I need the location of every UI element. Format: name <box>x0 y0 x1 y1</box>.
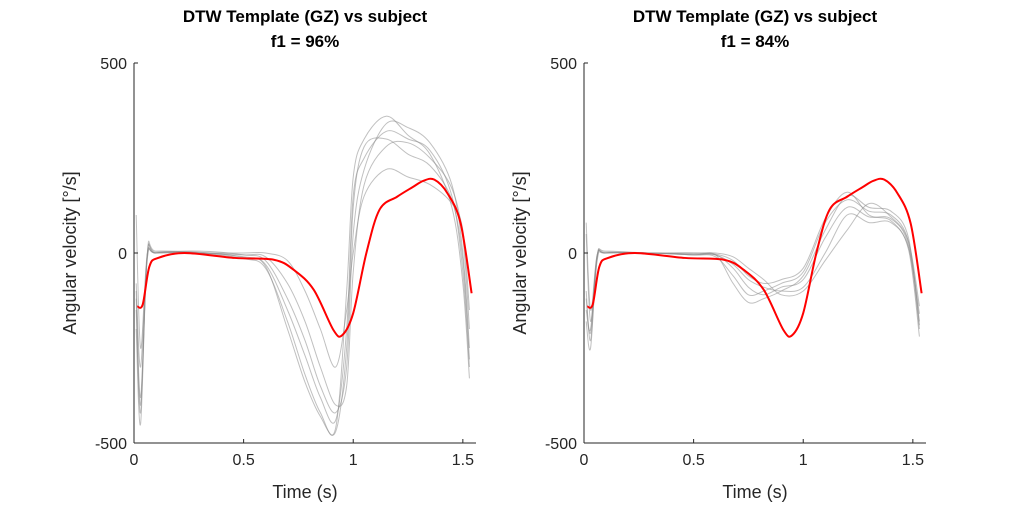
y-tick-label: -500 <box>95 436 127 453</box>
x-tick-label: 0.5 <box>232 452 254 469</box>
y-tick-label: 0 <box>568 246 577 263</box>
x-tick-label: 1 <box>349 452 358 469</box>
chart-subtitle: f1 = 96% <box>271 32 340 51</box>
x-tick-label: 1.5 <box>452 452 474 469</box>
x-tick-label: 0.5 <box>682 452 704 469</box>
subject-curve-5 <box>585 191 920 335</box>
chart-title: DTW Template (GZ) vs subject <box>633 7 878 26</box>
template-curve <box>586 177 923 338</box>
x-tick-label: 1 <box>799 452 808 469</box>
y-tick-label: 500 <box>550 56 577 73</box>
template-curve <box>136 177 473 338</box>
y-tick-label: 0 <box>118 246 127 263</box>
subject-curve-6 <box>135 168 470 368</box>
subject-curve-2 <box>585 199 920 341</box>
chart-subtitle: f1 = 84% <box>721 32 790 51</box>
subject-curve-4 <box>585 194 920 351</box>
x-tick-label: 0 <box>130 452 139 469</box>
subject-curve-3 <box>135 115 470 436</box>
subject-curve-6 <box>585 202 920 311</box>
y-axis-label: Angular velocity [°/s] <box>60 171 80 334</box>
x-tick-label: 0 <box>580 452 589 469</box>
x-tick-label: 1.5 <box>902 452 924 469</box>
subject-curve-5 <box>135 137 470 436</box>
subject-curve-3 <box>585 213 920 337</box>
subject-curve-1 <box>585 206 920 332</box>
x-axis-label: Time (s) <box>272 482 337 502</box>
y-tick-label: 500 <box>100 56 127 73</box>
y-tick-label: -500 <box>545 436 577 453</box>
y-axis-label: Angular velocity [°/s] <box>510 171 530 334</box>
chart-title: DTW Template (GZ) vs subject <box>183 7 428 26</box>
x-axis-label: Time (s) <box>722 482 787 502</box>
